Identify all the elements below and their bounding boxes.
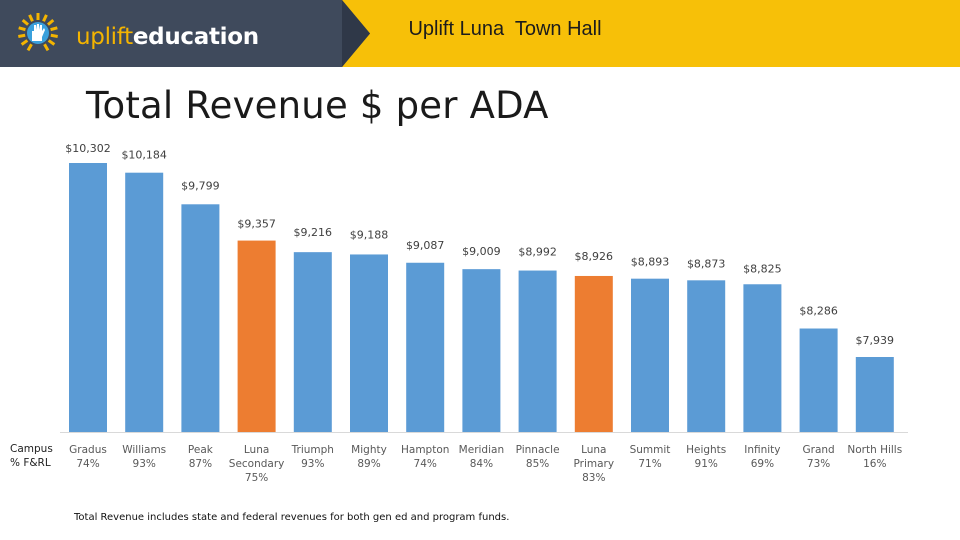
- category-label: Gradus: [69, 444, 107, 456]
- value-label: $8,893: [631, 256, 670, 269]
- category-label: Hampton: [401, 444, 449, 456]
- frl-label: 85%: [526, 458, 549, 470]
- footnote-text: includes state and federal revenues for …: [144, 512, 510, 523]
- value-label: $8,992: [518, 246, 557, 259]
- frl-label: 91%: [695, 458, 718, 470]
- uplift-logo: uplifteducation: [12, 13, 352, 54]
- value-label: $7,939: [856, 334, 895, 347]
- value-label: $10,302: [65, 142, 111, 155]
- bar-infinity: [743, 284, 782, 432]
- category-label: Grand: [802, 444, 834, 456]
- bar-triumph: [293, 252, 332, 432]
- bar-grand: [799, 328, 838, 432]
- category-label: North Hills: [847, 444, 902, 456]
- bar-north-hills: [855, 357, 894, 432]
- value-label: $9,799: [181, 179, 220, 192]
- frl-label: 69%: [751, 458, 774, 470]
- footnote: Total Revenue includes state and federal…: [74, 512, 509, 523]
- sunburst-hand-icon: [18, 13, 58, 52]
- category-label: Infinity: [744, 444, 780, 456]
- bar-peak: [181, 204, 220, 432]
- frl-label: 89%: [357, 458, 380, 470]
- category-label: Meridian: [459, 444, 504, 456]
- category-label: Luna: [244, 444, 269, 456]
- category-label: Heights: [686, 444, 726, 456]
- category-label: Williams: [122, 444, 166, 456]
- header-title: Uplift Luna Town Hall: [408, 18, 602, 40]
- bar-hampton: [406, 262, 445, 432]
- category-label: Pinnacle: [516, 444, 560, 456]
- value-label: $10,184: [121, 149, 167, 162]
- frl-label: 71%: [638, 458, 661, 470]
- frl-label: 87%: [189, 458, 212, 470]
- frl-label: 84%: [470, 458, 493, 470]
- footnote-emphasis: Total Revenue: [74, 512, 145, 523]
- bar-pinnacle: [518, 270, 557, 432]
- bar-heights: [687, 280, 726, 432]
- bar-luna-primary: [574, 275, 613, 432]
- category-label: Triumph: [291, 444, 334, 456]
- category-label: Primary: [574, 458, 615, 470]
- value-label: $8,873: [687, 257, 726, 270]
- bar-gradus: [69, 163, 107, 432]
- row-label-campus: Campus: [10, 443, 53, 455]
- frl-label: 83%: [582, 472, 605, 484]
- bar-summit: [631, 278, 669, 432]
- value-label: $9,188: [350, 228, 389, 241]
- category-label: Summit: [630, 444, 671, 456]
- header-banner: uplifteducation Uplift Luna Town Hall: [0, 0, 960, 67]
- value-label: $9,357: [237, 218, 276, 231]
- revenue-bar-chart: $10,302 Gradus 74% $10,184 Williams 93% $9,799…: [60, 142, 908, 484]
- category-label: Secondary: [229, 458, 285, 470]
- category-label: Peak: [188, 444, 214, 456]
- logo-word-uplift: uplift: [76, 24, 133, 50]
- value-label: $8,825: [743, 262, 782, 275]
- header-background: [0, 0, 960, 67]
- frl-label: 16%: [863, 458, 886, 470]
- category-label: Luna: [581, 444, 606, 456]
- value-label: $9,216: [294, 226, 333, 239]
- header-dark-band: [0, 0, 370, 67]
- value-label: $9,087: [406, 239, 445, 252]
- frl-label: 74%: [414, 458, 437, 470]
- frl-label: 74%: [76, 458, 99, 470]
- bar-meridian: [462, 269, 501, 432]
- header-arrow-shade: [342, 0, 370, 67]
- value-label: $8,286: [799, 305, 838, 318]
- value-label: $9,009: [462, 245, 501, 258]
- row-label: Campus % F&RL: [10, 442, 60, 470]
- frl-label: 73%: [807, 458, 830, 470]
- bar-williams: [125, 172, 164, 432]
- logo-wordmark: uplifteducation: [76, 24, 259, 50]
- logo-word-education: education: [132, 24, 259, 50]
- slide-title: Total Revenue $ per ADA: [86, 84, 549, 127]
- frl-label: 93%: [133, 458, 156, 470]
- bar-luna-secondary: [237, 240, 276, 432]
- category-label: Mighty: [351, 444, 387, 456]
- frl-label: 93%: [301, 458, 324, 470]
- row-label-frl: % F&RL: [10, 457, 51, 469]
- frl-label: 75%: [245, 472, 268, 484]
- value-label: $8,926: [575, 250, 614, 263]
- bar-mighty: [350, 254, 388, 432]
